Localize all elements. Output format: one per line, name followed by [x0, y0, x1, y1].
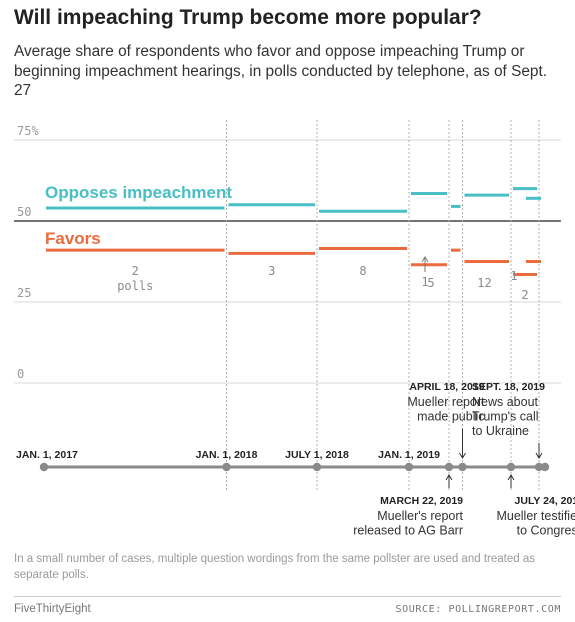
y-tick-label: 50	[17, 205, 31, 219]
event-arrowhead	[535, 452, 543, 459]
y-tick-label: 0	[17, 367, 24, 381]
poll-count-label: 1	[510, 269, 517, 283]
timeline-dot	[312, 462, 322, 472]
timeline-dot	[39, 462, 49, 472]
poll-count-label: 8	[359, 264, 366, 278]
series-label-opposes: Opposes impeachment	[45, 183, 232, 202]
event-description-line: Mueller report	[407, 395, 485, 409]
footnote: In a small number of cases, multiple que…	[14, 553, 535, 581]
event-description-line: Trump's call	[472, 410, 539, 424]
poll-count-label: 5	[427, 276, 434, 290]
y-tick-label: 25	[17, 286, 31, 300]
footer-divider	[14, 596, 561, 597]
timeline-date-label: JAN. 1, 2017	[16, 449, 78, 461]
timeline-dot	[540, 462, 550, 472]
timeline-dot	[404, 462, 414, 472]
event-arrowhead	[459, 452, 466, 459]
series-label-favors: Favors	[45, 229, 101, 248]
event-date-label: APRIL 18, 2019	[409, 381, 484, 393]
poll-count-label: 2	[521, 288, 528, 302]
timeline-dot	[222, 462, 231, 472]
timeline-dot	[458, 462, 467, 472]
poll-count-arrowhead	[421, 256, 429, 263]
timeline-date-label: JAN. 1, 2019	[378, 449, 440, 461]
poll-count-label: 12	[477, 276, 491, 290]
y-tick-label: 75%	[17, 124, 39, 138]
brand-logo-text: FiveThirtyEight	[14, 603, 91, 615]
poll-count-label: 1	[421, 275, 428, 289]
event-description-line: to Ukraine	[472, 424, 529, 438]
event-description-line: News about	[472, 395, 539, 409]
event-description-line: made public	[417, 410, 484, 424]
event-arrowhead	[507, 474, 515, 481]
timeline-date-label: JULY 1, 2018	[285, 449, 349, 461]
chart-title: Will impeaching Trump become more popula…	[14, 6, 482, 29]
event-description-line: to Congress	[517, 524, 575, 538]
source-credit: SOURCE: POLLINGREPORT.COM	[395, 604, 561, 615]
timeline-dot	[534, 462, 544, 472]
event-description-line: released to AG Barr	[353, 524, 463, 538]
event-description-line: Mueller testified	[496, 509, 575, 523]
event-date-label: MARCH 22, 2019	[380, 495, 463, 507]
poll-count-label: 3	[268, 264, 275, 278]
chart-subtitle: Average share of respondents who favor a…	[14, 43, 548, 99]
event-arrowhead	[445, 474, 453, 481]
timeline-date-label: JAN. 1, 2018	[196, 449, 258, 461]
poll-count-sublabel: polls	[117, 279, 153, 293]
poll-count-label: 2	[132, 264, 139, 278]
event-description-line: Mueller's report	[377, 509, 463, 523]
timeline-dot	[444, 462, 454, 472]
timeline-dot	[506, 462, 516, 472]
event-date-label: JULY 24, 2019	[515, 495, 575, 507]
event-date-label: SEPT. 18, 2019	[472, 381, 545, 393]
